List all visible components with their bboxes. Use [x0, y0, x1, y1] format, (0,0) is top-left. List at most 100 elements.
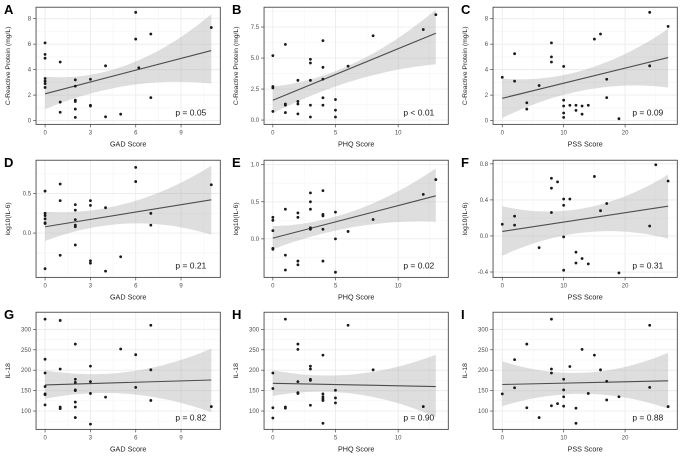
y-axis-label: C-Reactive Protein (mg/L)	[5, 27, 12, 106]
panel-letter: G	[4, 308, 14, 323]
panel-E: 0 5 10 0.0 0.5 1.0 PHQ Score log10(IL-6) p = 0.0…	[228, 152, 457, 306]
svg-text:20: 20	[621, 283, 628, 289]
svg-text:6: 6	[484, 42, 488, 48]
x-axis-label: PHQ Score	[338, 292, 374, 301]
panel-border	[35, 312, 221, 431]
y-axis-label: C-Reactive Protein (mg/L)	[462, 27, 469, 106]
scatter-points	[271, 177, 438, 274]
grid-major	[264, 159, 449, 278]
x-tick-labels: 0 3 6 9	[43, 130, 183, 136]
x-tick-labels: 0 10 20	[500, 283, 629, 289]
grid-minor	[36, 159, 221, 278]
scatter-plot-B: 0 5 10 0.0 2.5 5.0 7.5 PHQ Score C-Reactive Prot…	[228, 0, 457, 153]
panel-F: 0 10 20 -0.4 0.0 0.4 0.8 PSS Score log10(IL-6) p …	[456, 152, 685, 306]
x-tick-labels: 0 10 20	[500, 130, 629, 136]
svg-text:0.4: 0.4	[479, 198, 488, 204]
panel-border	[492, 159, 678, 278]
svg-text:9: 9	[179, 436, 183, 442]
svg-text:100: 100	[249, 409, 260, 415]
tick-marks	[33, 329, 182, 433]
p-value-label: p = 0.82	[175, 413, 206, 423]
scatter-plot-I: 0 10 20 100 150 200 250 300 PSS Score IL-18 p = 0.…	[456, 305, 685, 458]
grid-major	[264, 312, 449, 430]
svg-text:4: 4	[28, 68, 32, 74]
panel-border	[263, 6, 450, 125]
y-axis-label: log10(IL-6)	[5, 202, 12, 235]
panel-D: 0 3 6 9 0.0 0.5 GAD Score log10(IL-6) p = 0.21 D	[0, 152, 229, 306]
p-value-label: p = 0.21	[175, 260, 206, 270]
trend-line	[501, 380, 668, 386]
svg-text:0: 0	[271, 130, 275, 136]
svg-text:150: 150	[249, 389, 260, 395]
svg-text:10: 10	[560, 436, 567, 442]
svg-text:6: 6	[134, 130, 138, 136]
scatter-points	[500, 10, 670, 121]
x-tick-labels: 0 3 6 9	[43, 436, 183, 442]
trend-line	[45, 379, 212, 386]
svg-text:100: 100	[478, 409, 489, 415]
scatter-plot-G: 0 3 6 9 100 150 200 250 300 GAD Score IL-18 p = 0.8…	[0, 305, 229, 458]
grid-minor	[36, 7, 221, 125]
y-axis-label: C-Reactive Protein (mg/L)	[233, 27, 240, 106]
tick-marks	[489, 18, 626, 128]
svg-text:10: 10	[395, 436, 402, 442]
svg-text:0.0: 0.0	[23, 231, 32, 237]
tick-marks	[261, 26, 399, 128]
trend-line	[273, 383, 437, 388]
svg-text:5: 5	[334, 130, 338, 136]
confidence-band	[501, 28, 668, 118]
panel-I: 0 10 20 100 150 200 250 300 PSS Score IL-18 p = 0.…	[456, 305, 685, 458]
grid-major	[36, 312, 221, 430]
grid-major	[264, 7, 449, 125]
scatter-plot-H: 0 5 10 100 150 200 250 300 PHQ Score IL-18 p = 0.9…	[228, 305, 457, 458]
svg-text:-0.4: -0.4	[477, 270, 488, 276]
svg-text:250: 250	[21, 348, 32, 354]
trend-line	[273, 194, 437, 239]
confidence-band	[45, 14, 212, 110]
svg-text:7.5: 7.5	[251, 25, 260, 31]
panel-letter: F	[461, 155, 469, 170]
panel-letter: A	[4, 2, 14, 17]
svg-text:200: 200	[478, 369, 489, 375]
p-value-label: p = 0.02	[404, 260, 435, 270]
scatter-plot-F: 0 10 20 -0.4 0.0 0.4 0.8 PSS Score log10(IL-6) p …	[456, 152, 685, 306]
svg-text:200: 200	[249, 369, 260, 375]
grid-minor	[492, 159, 677, 278]
y-tick-labels: 0.0 0.5	[23, 191, 32, 237]
x-axis-label: GAD Score	[110, 139, 146, 148]
confidence-band	[273, 355, 437, 418]
svg-text:0: 0	[484, 119, 488, 125]
scatter-points	[271, 318, 426, 426]
svg-text:5: 5	[334, 283, 338, 289]
panel-background	[456, 152, 685, 306]
tick-marks	[261, 163, 399, 281]
svg-text:6: 6	[134, 283, 138, 289]
y-axis-label: IL-18	[5, 363, 12, 379]
y-axis-label: IL-18	[233, 363, 240, 379]
scatter-points	[43, 165, 213, 273]
svg-text:3: 3	[89, 130, 93, 136]
panel-letter: B	[232, 2, 241, 17]
grid-minor	[492, 7, 677, 125]
svg-text:3: 3	[89, 436, 93, 442]
svg-text:2: 2	[28, 93, 32, 99]
confidence-band	[45, 165, 212, 241]
svg-text:0: 0	[43, 436, 47, 442]
svg-text:250: 250	[478, 348, 489, 354]
panel-background	[0, 305, 229, 458]
y-tick-labels: 0.0 2.5 5.0 7.5	[251, 25, 260, 124]
y-axis-label: log10(IL-6)	[462, 202, 469, 235]
grid-minor	[264, 159, 449, 278]
p-value-label: p = 0.88	[632, 413, 663, 423]
svg-text:0: 0	[43, 283, 47, 289]
y-tick-labels: 100 150 200 250 300	[249, 328, 260, 416]
trend-line	[501, 56, 668, 99]
panel-background	[0, 152, 229, 306]
panel-B: 0 5 10 0.0 2.5 5.0 7.5 PHQ Score C-Reactive Prot…	[228, 0, 457, 153]
y-tick-labels: 100 150 200 250 300	[478, 328, 489, 416]
svg-text:1.0: 1.0	[251, 162, 260, 168]
svg-text:0: 0	[271, 436, 275, 442]
svg-text:300: 300	[249, 328, 260, 334]
grid-minor	[264, 312, 449, 430]
